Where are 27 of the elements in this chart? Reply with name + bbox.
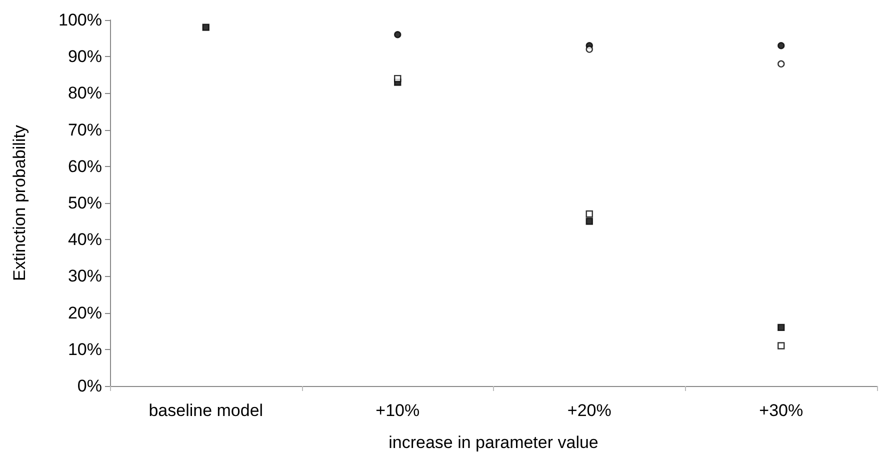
point [394,74,402,82]
x-tick-label: baseline model [148,401,264,420]
x-tick-label: +10% [376,401,420,420]
point [586,210,593,218]
y-tick-label: 20% [68,303,102,322]
x-tick-label: +20% [567,401,612,420]
y-tick-label: 30% [68,266,102,286]
y-tick-label: 100% [58,10,102,30]
y-tick-label: 50% [68,194,102,212]
point [778,42,785,50]
point [202,24,210,31]
point [586,218,593,225]
y-tick-label: 90% [68,47,102,66]
x-tick-label: +30% [759,401,804,420]
point [394,31,402,38]
point [778,342,785,350]
y-tick-label: 70% [68,120,102,140]
y-tick-label: 60% [68,156,102,176]
y-axis-title: Extinction probability [10,124,29,281]
point [778,60,785,68]
point [778,324,785,332]
y-tick-label: 80% [68,84,102,103]
x-axis-title: increase in parameter value [388,433,598,452]
y-tick-label: 10% [68,340,102,359]
point [586,46,593,53]
y-tick-label: 40% [68,230,102,250]
y-tick-label: 0% [77,376,102,396]
